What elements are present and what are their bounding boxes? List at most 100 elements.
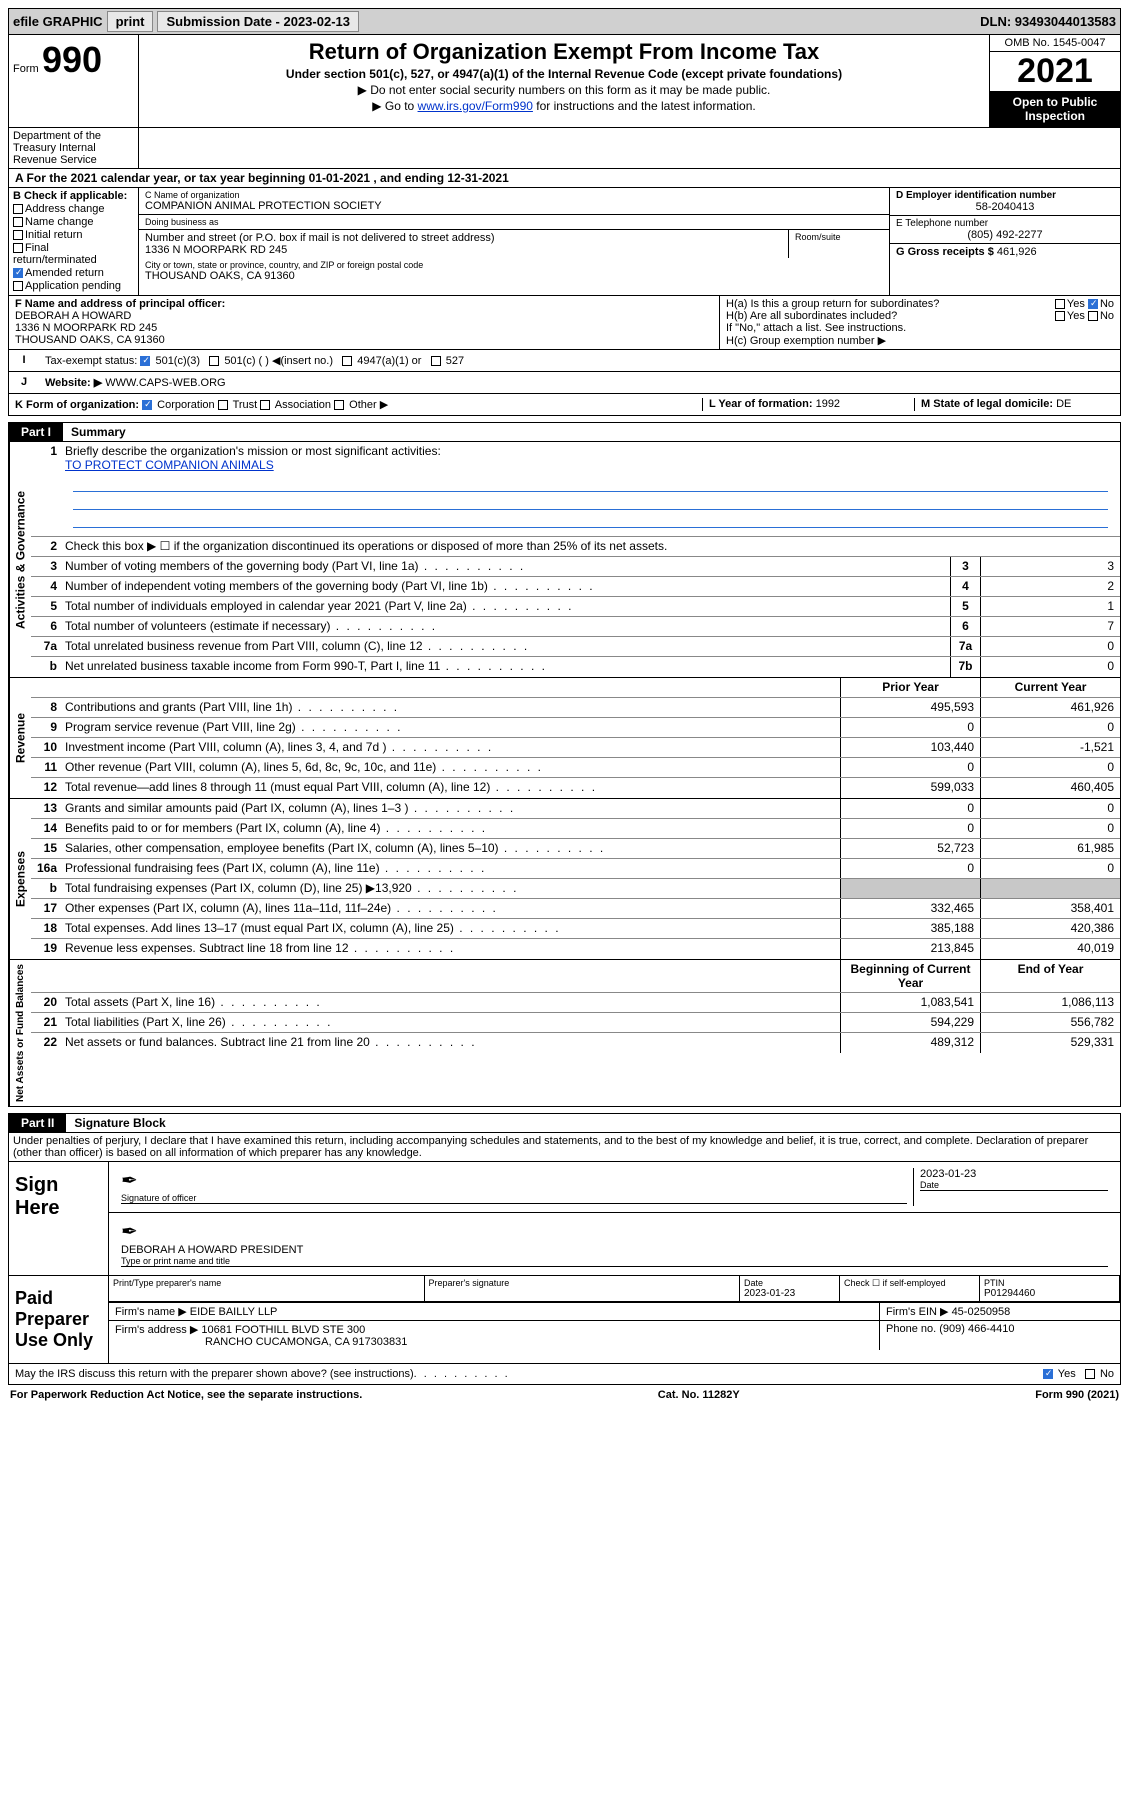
table-row: 17 Other expenses (Part IX, column (A), … [31, 899, 1120, 919]
opt-501c3: 501(c)(3) [155, 355, 200, 367]
row-current: 0 [980, 819, 1120, 838]
table-row: 4 Number of independent voting members o… [31, 577, 1120, 597]
firm-name-label: Firm's name ▶ [115, 1306, 187, 1318]
part2-title: Signature Block [66, 1114, 173, 1132]
sign-here-label: Sign Here [9, 1162, 109, 1275]
footer-mid: Cat. No. 11282Y [658, 1389, 740, 1401]
row-num: 14 [31, 819, 61, 838]
row-num: 17 [31, 899, 61, 918]
row-desc: Salaries, other compensation, employee b… [61, 839, 840, 858]
hc-label: H(c) Group exemption number ▶ [726, 334, 1114, 347]
row-current: 61,985 [980, 839, 1120, 858]
row-prior: 103,440 [840, 738, 980, 757]
row-prior: 495,593 [840, 698, 980, 717]
row-desc: Total number of individuals employed in … [61, 597, 950, 616]
row-current: 0 [980, 859, 1120, 878]
top-toolbar: efile GRAPHIC print Submission Date - 20… [8, 8, 1121, 35]
dln-label: DLN: 93493044013583 [980, 14, 1116, 29]
part1-tag: Part I [9, 423, 63, 441]
row-prior: 489,312 [840, 1033, 980, 1053]
line2-num: 2 [31, 537, 61, 556]
officer-group-row: F Name and address of principal officer:… [8, 296, 1121, 350]
table-row: 14 Benefits paid to or for members (Part… [31, 819, 1120, 839]
corp-check-icon [142, 400, 152, 410]
m-state-label: M State of legal domicile: [921, 398, 1053, 410]
opt-4947: 4947(a)(1) or [357, 355, 421, 367]
note-ssn: ▶ Do not enter social security numbers o… [147, 83, 981, 97]
firm-addr-label: Firm's address ▶ [115, 1324, 198, 1336]
table-row: 19 Revenue less expenses. Subtract line … [31, 939, 1120, 959]
l-year: 1992 [816, 398, 840, 410]
entity-info-section: B Check if applicable: Address change Na… [8, 188, 1121, 296]
k-other: Other ▶ [349, 399, 388, 411]
row-num: 11 [31, 758, 61, 777]
penalty-statement: Under penalties of perjury, I declare th… [8, 1133, 1121, 1162]
table-row: 11 Other revenue (Part VIII, column (A),… [31, 758, 1120, 778]
form-subtitle: Under section 501(c), 527, or 4947(a)(1)… [147, 67, 981, 81]
row-desc: Total expenses. Add lines 13–17 (must eq… [61, 919, 840, 938]
may-yes-check-icon [1043, 1369, 1053, 1379]
row-current: -1,521 [980, 738, 1120, 757]
row-current: 0 [980, 718, 1120, 737]
irs-link[interactable]: www.irs.gov/Form990 [418, 99, 533, 113]
row-desc: Grants and similar amounts paid (Part IX… [61, 799, 840, 818]
row-desc: Contributions and grants (Part VIII, lin… [61, 698, 840, 717]
print-button[interactable]: print [107, 11, 154, 32]
may-no: No [1100, 1368, 1114, 1380]
part1-header: Part I Summary [8, 422, 1121, 442]
table-row: 9 Program service revenue (Part VIII, li… [31, 718, 1120, 738]
hb-label: H(b) Are all subordinates included? [726, 310, 897, 322]
row-desc: Net unrelated business taxable income fr… [61, 657, 950, 677]
row-prior: 385,188 [840, 919, 980, 938]
row-prior: 52,723 [840, 839, 980, 858]
table-row: 7a Total unrelated business revenue from… [31, 637, 1120, 657]
revenue-section: Revenue Prior Year Current Year 8 Contri… [8, 678, 1121, 799]
street-address: 1336 N MOORPARK RD 245 [145, 244, 782, 256]
form-title: Return of Organization Exempt From Incom… [147, 39, 981, 65]
row-current: 461,926 [980, 698, 1120, 717]
row-value: 1 [980, 597, 1120, 616]
prep-name-hdr: Print/Type preparer's name [109, 1276, 425, 1302]
row-desc: Total revenue—add lines 8 through 11 (mu… [61, 778, 840, 798]
row-current: 420,386 [980, 919, 1120, 938]
row-desc: Total fundraising expenses (Part IX, col… [61, 879, 840, 898]
row-box: 7b [950, 657, 980, 677]
prep-ptin: P01294460 [984, 1288, 1035, 1299]
submission-date-button[interactable]: Submission Date - 2023-02-13 [157, 11, 359, 32]
row-desc: Total number of volunteers (estimate if … [61, 617, 950, 636]
sign-date: 2023-01-23 [920, 1168, 1108, 1180]
row-prior: 0 [840, 859, 980, 878]
row-num: 3 [31, 557, 61, 576]
table-row: 16a Professional fundraising fees (Part … [31, 859, 1120, 879]
row-num: b [31, 879, 61, 898]
table-row: b Total fundraising expenses (Part IX, c… [31, 879, 1120, 899]
row-prior: 0 [840, 718, 980, 737]
row-num: 12 [31, 778, 61, 798]
end-year-header: End of Year [980, 960, 1120, 992]
table-row: 10 Investment income (Part VIII, column … [31, 738, 1120, 758]
row-desc: Benefits paid to or for members (Part IX… [61, 819, 840, 838]
ein-value: 58-2040413 [896, 201, 1114, 213]
prior-year-header: Prior Year [840, 678, 980, 697]
officer-addr2: THOUSAND OAKS, CA 91360 [15, 334, 165, 346]
beginning-year-header: Beginning of Current Year [840, 960, 980, 992]
row-prior: 1,083,541 [840, 993, 980, 1012]
omb-number: OMB No. 1545-0047 [990, 35, 1120, 52]
chk-name-change: Name change [25, 216, 94, 228]
table-row: 8 Contributions and grants (Part VIII, l… [31, 698, 1120, 718]
row-num: 5 [31, 597, 61, 616]
row-current: 1,086,113 [980, 993, 1120, 1012]
prep-date-hdr: Date [744, 1278, 835, 1288]
c-name-label: C Name of organization [145, 190, 883, 200]
row-prior: 0 [840, 819, 980, 838]
row-desc: Investment income (Part VIII, column (A)… [61, 738, 840, 757]
website-url: WWW.CAPS-WEB.ORG [105, 377, 225, 389]
table-row: 22 Net assets or fund balances. Subtract… [31, 1033, 1120, 1053]
row-box: 3 [950, 557, 980, 576]
row-desc: Program service revenue (Part VIII, line… [61, 718, 840, 737]
firm-addr1: 10681 FOOTHILL BLVD STE 300 [201, 1324, 365, 1336]
revenue-side-label: Revenue [9, 678, 31, 798]
row-box: 5 [950, 597, 980, 616]
row-num: 13 [31, 799, 61, 818]
governance-section: Activities & Governance 1 Briefly descri… [8, 442, 1121, 678]
